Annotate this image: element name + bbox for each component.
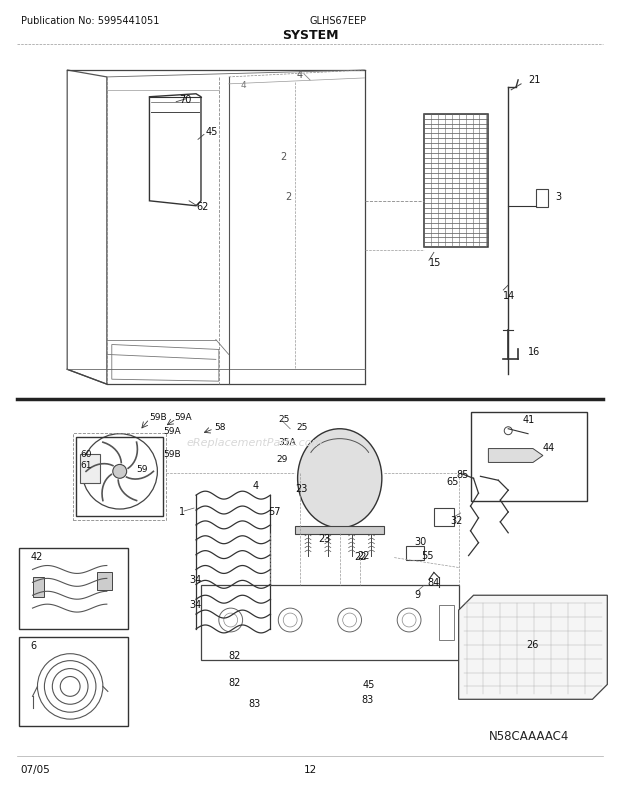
Text: 12: 12 — [303, 764, 317, 774]
Text: 59B: 59B — [149, 413, 167, 422]
Text: 15: 15 — [429, 258, 441, 268]
Text: eReplacementParts.com: eReplacementParts.com — [186, 437, 322, 447]
Text: 14: 14 — [503, 290, 515, 301]
Text: 41: 41 — [522, 415, 534, 424]
Text: 4: 4 — [252, 480, 259, 491]
Bar — [439, 606, 454, 640]
Text: 34: 34 — [189, 599, 202, 610]
Text: 21: 21 — [528, 75, 541, 85]
Text: 35A: 35A — [278, 438, 296, 447]
Text: 3: 3 — [556, 192, 562, 201]
Text: 83: 83 — [249, 699, 261, 708]
Text: 82: 82 — [229, 650, 241, 660]
Text: 59: 59 — [136, 464, 148, 473]
Text: SYSTEM: SYSTEM — [281, 29, 339, 42]
Text: 07/05: 07/05 — [20, 764, 50, 774]
Text: 26: 26 — [526, 639, 538, 649]
Text: Publication No: 5995441051: Publication No: 5995441051 — [20, 16, 159, 26]
Circle shape — [113, 465, 126, 479]
Text: 25: 25 — [296, 423, 308, 431]
Text: N58CAAAAC4: N58CAAAAC4 — [489, 730, 569, 743]
Polygon shape — [459, 596, 608, 699]
Bar — [471, 412, 588, 501]
Text: GLHS67EEP: GLHS67EEP — [310, 16, 367, 26]
Text: 42: 42 — [30, 551, 43, 561]
Text: 59A: 59A — [163, 427, 181, 435]
Bar — [406, 546, 424, 560]
Bar — [80, 454, 100, 484]
Text: 84: 84 — [427, 577, 439, 588]
Text: 22: 22 — [358, 550, 370, 560]
Text: 4: 4 — [241, 81, 246, 91]
Text: 62: 62 — [196, 201, 208, 212]
Text: 45: 45 — [206, 128, 218, 137]
Bar — [536, 190, 548, 208]
Text: 6: 6 — [30, 640, 37, 650]
Text: 59B: 59B — [163, 449, 181, 459]
Text: 9: 9 — [414, 589, 420, 600]
Text: 32: 32 — [451, 515, 463, 525]
Text: 23: 23 — [295, 484, 308, 493]
Bar — [76, 437, 163, 516]
Text: 85: 85 — [457, 470, 469, 480]
Bar — [295, 526, 384, 534]
Bar — [19, 548, 128, 629]
Text: 25: 25 — [278, 415, 290, 423]
Text: 22: 22 — [355, 551, 367, 561]
Text: 4: 4 — [296, 70, 303, 80]
Text: 61: 61 — [80, 460, 92, 469]
Text: 29: 29 — [277, 455, 288, 464]
Text: 2: 2 — [280, 152, 286, 162]
Text: 2: 2 — [285, 192, 291, 201]
Ellipse shape — [298, 429, 382, 529]
Text: 83: 83 — [361, 695, 374, 704]
Bar — [201, 585, 459, 660]
Text: 65: 65 — [447, 476, 459, 487]
Bar — [73, 433, 166, 520]
Polygon shape — [489, 449, 543, 463]
Text: 30: 30 — [414, 536, 427, 546]
Text: 34: 34 — [189, 575, 202, 585]
Text: 16: 16 — [528, 347, 540, 357]
Text: 1: 1 — [179, 506, 185, 516]
Text: 70: 70 — [179, 95, 192, 104]
Text: 57: 57 — [268, 506, 281, 516]
Text: 44: 44 — [543, 442, 555, 452]
Bar — [424, 115, 489, 248]
Text: 60: 60 — [80, 449, 92, 459]
Bar — [434, 508, 454, 526]
Bar — [32, 577, 45, 597]
Bar — [97, 573, 112, 590]
Text: 82: 82 — [229, 678, 241, 687]
Text: 23: 23 — [318, 533, 330, 543]
Text: 58: 58 — [214, 423, 225, 431]
Text: 55: 55 — [421, 550, 433, 560]
Text: 45: 45 — [363, 679, 375, 690]
Bar — [19, 637, 128, 726]
Text: 59A: 59A — [174, 413, 192, 422]
